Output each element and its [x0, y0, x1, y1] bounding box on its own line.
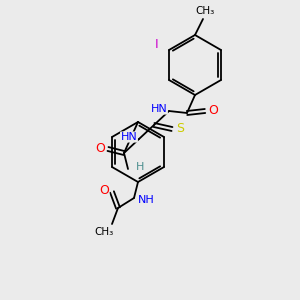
Text: NH: NH — [138, 195, 154, 205]
Text: HN: HN — [121, 132, 137, 142]
Text: H: H — [136, 162, 144, 172]
Text: S: S — [176, 122, 184, 136]
Text: HN: HN — [151, 104, 167, 114]
Text: CH₃: CH₃ — [195, 6, 214, 16]
Text: O: O — [99, 184, 109, 196]
Text: O: O — [208, 104, 218, 118]
Text: I: I — [155, 38, 159, 52]
Text: O: O — [95, 142, 105, 155]
Text: CH₃: CH₃ — [94, 227, 114, 237]
